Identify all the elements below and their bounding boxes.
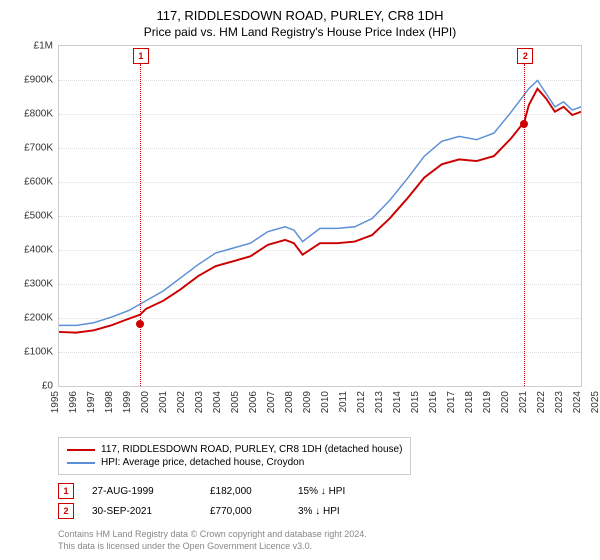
x-tick-label: 2017 bbox=[446, 391, 457, 413]
x-tick-label: 1996 bbox=[68, 391, 79, 413]
x-tick-label: 2018 bbox=[464, 391, 475, 413]
legend-swatch-hpi bbox=[67, 462, 95, 464]
x-tick-label: 2004 bbox=[212, 391, 223, 413]
x-tick-label: 1998 bbox=[104, 391, 115, 413]
series-line-hpi bbox=[59, 81, 581, 326]
attribution-line-2: This data is licensed under the Open Gov… bbox=[58, 541, 592, 553]
y-tick-label: £200K bbox=[24, 313, 53, 324]
legend: 117, RIDDLESDOWN ROAD, PURLEY, CR8 1DH (… bbox=[58, 437, 411, 475]
y-tick-label: £500K bbox=[24, 211, 53, 222]
x-axis-ticks: 1995 1996 1997 1998 1999 2000 2001 2002 2003 2004… bbox=[50, 387, 590, 437]
legend-item-property: 117, RIDDLESDOWN ROAD, PURLEY, CR8 1DH (… bbox=[67, 444, 402, 455]
x-tick-label: 2001 bbox=[158, 391, 169, 413]
y-tick-label: £1M bbox=[34, 41, 53, 52]
y-tick-label: £400K bbox=[24, 245, 53, 256]
x-tick-label: 2025 bbox=[590, 391, 600, 413]
x-tick-label: 2007 bbox=[266, 391, 277, 413]
y-tick-label: £300K bbox=[24, 279, 53, 290]
x-tick-label: 2009 bbox=[302, 391, 313, 413]
x-tick-label: 2019 bbox=[482, 391, 493, 413]
marker-dot bbox=[520, 120, 528, 128]
x-tick-label: 2015 bbox=[410, 391, 421, 413]
x-tick-label: 2005 bbox=[230, 391, 241, 413]
attribution: Contains HM Land Registry data © Crown c… bbox=[58, 529, 592, 552]
x-tick-label: 2011 bbox=[338, 391, 349, 413]
y-tick-label: £800K bbox=[24, 109, 53, 120]
sale-price: £182,000 bbox=[210, 486, 280, 497]
sales-list: 1 27-AUG-1999 £182,000 15% ↓ HPI 2 30-SEP-202… bbox=[58, 483, 592, 519]
x-tick-label: 2000 bbox=[140, 391, 151, 413]
x-tick-label: 2024 bbox=[572, 391, 583, 413]
x-tick-label: 1995 bbox=[50, 391, 61, 413]
marker-box: 2 bbox=[517, 48, 533, 64]
x-tick-label: 2014 bbox=[392, 391, 403, 413]
y-tick-label: £900K bbox=[24, 75, 53, 86]
marker-line bbox=[524, 64, 525, 386]
y-tick-label: £600K bbox=[24, 177, 53, 188]
x-tick-label: 2012 bbox=[356, 391, 367, 413]
sale-diff: 3% ↓ HPI bbox=[298, 506, 340, 517]
legend-swatch-property bbox=[67, 449, 95, 451]
x-tick-label: 2013 bbox=[374, 391, 385, 413]
sale-price: £770,000 bbox=[210, 506, 280, 517]
x-tick-label: 2016 bbox=[428, 391, 439, 413]
chart-subtitle: Price paid vs. HM Land Registry's House … bbox=[8, 25, 592, 39]
legend-label-hpi: HPI: Average price, detached house, Croy… bbox=[101, 457, 304, 468]
x-tick-label: 2022 bbox=[536, 391, 547, 413]
x-tick-label: 2002 bbox=[176, 391, 187, 413]
marker-line bbox=[140, 64, 141, 386]
y-axis-ticks: £0£100K£200K£300K£400K£500K£600K£700K£80… bbox=[9, 46, 57, 386]
attribution-line-1: Contains HM Land Registry data © Crown c… bbox=[58, 529, 592, 541]
sale-row: 2 30-SEP-2021 £770,000 3% ↓ HPI bbox=[58, 503, 592, 519]
x-tick-label: 2010 bbox=[320, 391, 331, 413]
x-tick-label: 2003 bbox=[194, 391, 205, 413]
legend-label-property: 117, RIDDLESDOWN ROAD, PURLEY, CR8 1DH (… bbox=[101, 444, 402, 455]
x-tick-label: 2023 bbox=[554, 391, 565, 413]
x-tick-label: 2020 bbox=[500, 391, 511, 413]
chart-title: 117, RIDDLESDOWN ROAD, PURLEY, CR8 1DH bbox=[8, 8, 592, 23]
sale-row: 1 27-AUG-1999 £182,000 15% ↓ HPI bbox=[58, 483, 592, 499]
series-line-property bbox=[59, 89, 581, 333]
sale-date: 27-AUG-1999 bbox=[92, 486, 192, 497]
sale-marker-box: 1 bbox=[58, 483, 74, 499]
sale-diff: 15% ↓ HPI bbox=[298, 486, 345, 497]
marker-box: 1 bbox=[133, 48, 149, 64]
legend-item-hpi: HPI: Average price, detached house, Croy… bbox=[67, 457, 402, 468]
sale-marker-box: 2 bbox=[58, 503, 74, 519]
x-tick-label: 1997 bbox=[86, 391, 97, 413]
sale-date: 30-SEP-2021 bbox=[92, 506, 192, 517]
marker-dot bbox=[136, 320, 144, 328]
chart-plot-area: £0£100K£200K£300K£400K£500K£600K£700K£80… bbox=[58, 45, 582, 387]
y-tick-label: £100K bbox=[24, 347, 53, 358]
x-tick-label: 2008 bbox=[284, 391, 295, 413]
y-tick-label: £700K bbox=[24, 143, 53, 154]
x-tick-label: 2021 bbox=[518, 391, 529, 413]
x-tick-label: 2006 bbox=[248, 391, 259, 413]
x-tick-label: 1999 bbox=[122, 391, 133, 413]
